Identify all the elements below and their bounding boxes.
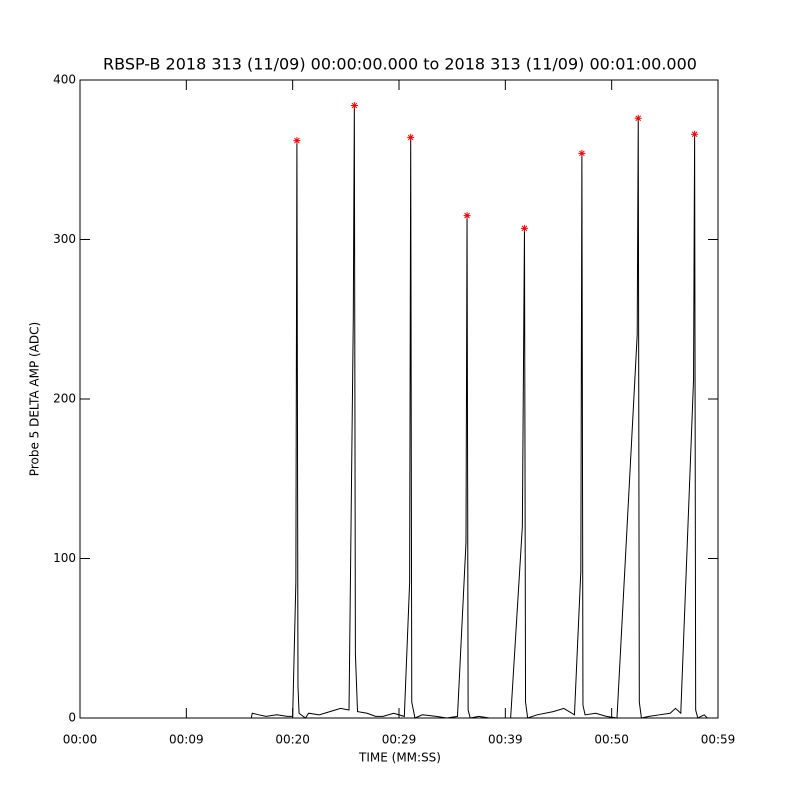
y-tick-label: 100 xyxy=(53,551,76,565)
y-tick-label: 0 xyxy=(68,711,76,725)
peak-marker xyxy=(463,212,471,220)
y-tick-label: 300 xyxy=(53,232,76,246)
peak-marker xyxy=(634,114,642,122)
y-tick-label: 400 xyxy=(53,73,76,87)
x-tick-label: 00:50 xyxy=(594,733,629,747)
x-tick-label: 00:39 xyxy=(488,733,523,747)
chart-title: RBSP-B 2018 313 (11/09) 00:00:00.000 to … xyxy=(103,55,697,74)
x-tick-label: 00:29 xyxy=(382,733,417,747)
y-tick-label: 200 xyxy=(53,392,76,406)
x-tick-label: 00:20 xyxy=(275,733,310,747)
peak-marker xyxy=(520,224,528,232)
peak-marker xyxy=(293,137,301,145)
x-tick-label: 00:00 xyxy=(63,733,98,747)
peak-marker xyxy=(350,102,358,110)
peak-marker xyxy=(578,149,586,157)
x-tick-label: 00:59 xyxy=(701,733,736,747)
peak-marker xyxy=(691,130,699,138)
peak-marker xyxy=(407,133,415,141)
y-axis-label: Probe 5 DELTA AMP (ADC) xyxy=(28,322,42,476)
x-axis-label: TIME (MM:SS) xyxy=(358,751,441,765)
x-tick-label: 00:09 xyxy=(169,733,204,747)
